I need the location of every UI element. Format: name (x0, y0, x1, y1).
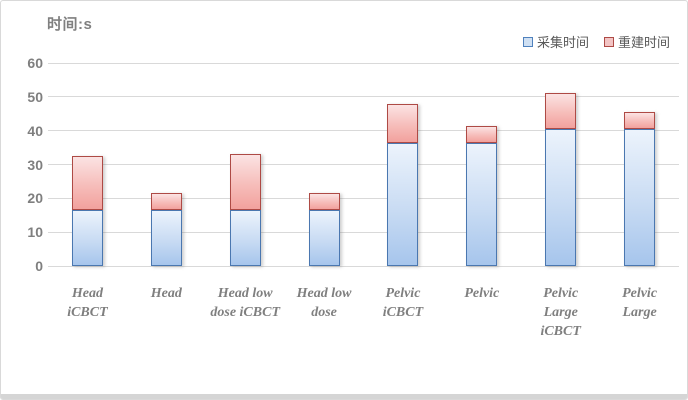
gridline (48, 130, 679, 132)
bar-stack (545, 93, 577, 266)
category-label: Pelvic Large (622, 286, 658, 320)
bottom-edge-strip (1, 394, 687, 399)
bar-stack (466, 126, 498, 266)
bar-slot (127, 63, 206, 266)
reconstruction-time-segment (71, 156, 103, 210)
y-axis-tick-label: 60 (27, 55, 43, 71)
bar-stack (71, 156, 103, 266)
y-axis-tick-label: 30 (27, 156, 43, 173)
category-label: Head iCBCT (67, 286, 108, 320)
bar-stack (387, 104, 419, 266)
category-label: Pelvic iCBCT (382, 286, 424, 320)
legend-label-reconstruction: 重建时间 (617, 35, 670, 50)
bar-stack (308, 193, 340, 266)
category-label: Head low dose iCBCT (210, 286, 280, 320)
reconstruction-time-segment (150, 193, 182, 210)
y-axis-tick-label: 10 (27, 224, 43, 241)
bar-stack (229, 154, 261, 266)
bar-stack (150, 193, 182, 266)
bar-slot (206, 63, 285, 266)
bar-slot (600, 63, 679, 266)
acquisition-swatch-icon (522, 36, 533, 47)
bar-slot (442, 63, 521, 266)
bar-slot (285, 63, 364, 266)
legend-item-acquisition: 采集时间 (522, 32, 589, 51)
gridline (48, 265, 679, 267)
acquisition-time-segment (308, 210, 340, 266)
acquisition-time-segment (545, 129, 577, 266)
legend-label-acquisition: 采集时间 (536, 35, 589, 50)
y-axis-tick-label: 20 (27, 190, 43, 207)
category-label: Pelvic (464, 286, 500, 301)
y-axis-title: 时间:s (47, 16, 93, 33)
acquisition-time-segment (71, 210, 103, 266)
legend: 采集时间 重建时间 (522, 32, 670, 51)
y-axis-tick-label: 50 (27, 88, 43, 105)
x-axis: Head iCBCT Head Head low dose iCBCT Head lo… (48, 284, 679, 354)
gridline (48, 231, 679, 233)
acquisition-time-segment (624, 129, 656, 266)
gridline (48, 62, 679, 64)
gridline (48, 197, 679, 199)
category-label: Pelvic Large iCBCT (540, 286, 581, 339)
reconstruction-swatch-icon (603, 36, 614, 47)
reconstruction-time-segment (466, 126, 498, 143)
reconstruction-time-segment (545, 93, 577, 129)
bar-slot (48, 63, 127, 266)
legend-item-reconstruction: 重建时间 (603, 32, 670, 51)
category-label: Head low dose (296, 286, 352, 320)
y-axis-tick-label: 0 (35, 258, 43, 274)
reconstruction-time-segment (308, 193, 340, 210)
plot-area (48, 62, 679, 267)
acquisition-time-segment (387, 143, 419, 266)
bar-stack (624, 112, 656, 266)
reconstruction-time-segment (387, 104, 419, 143)
category-label: Head (150, 286, 182, 301)
bar-slot (521, 63, 600, 266)
y-axis-tick-label: 40 (27, 122, 43, 139)
reconstruction-time-segment (229, 154, 261, 210)
bar-slot (364, 63, 443, 266)
acquisition-time-segment (466, 143, 498, 266)
gridline (48, 96, 679, 98)
reconstruction-time-segment (624, 112, 656, 129)
acquisition-time-segment (229, 210, 261, 266)
gridline (48, 164, 679, 165)
acquisition-time-segment (150, 210, 182, 266)
